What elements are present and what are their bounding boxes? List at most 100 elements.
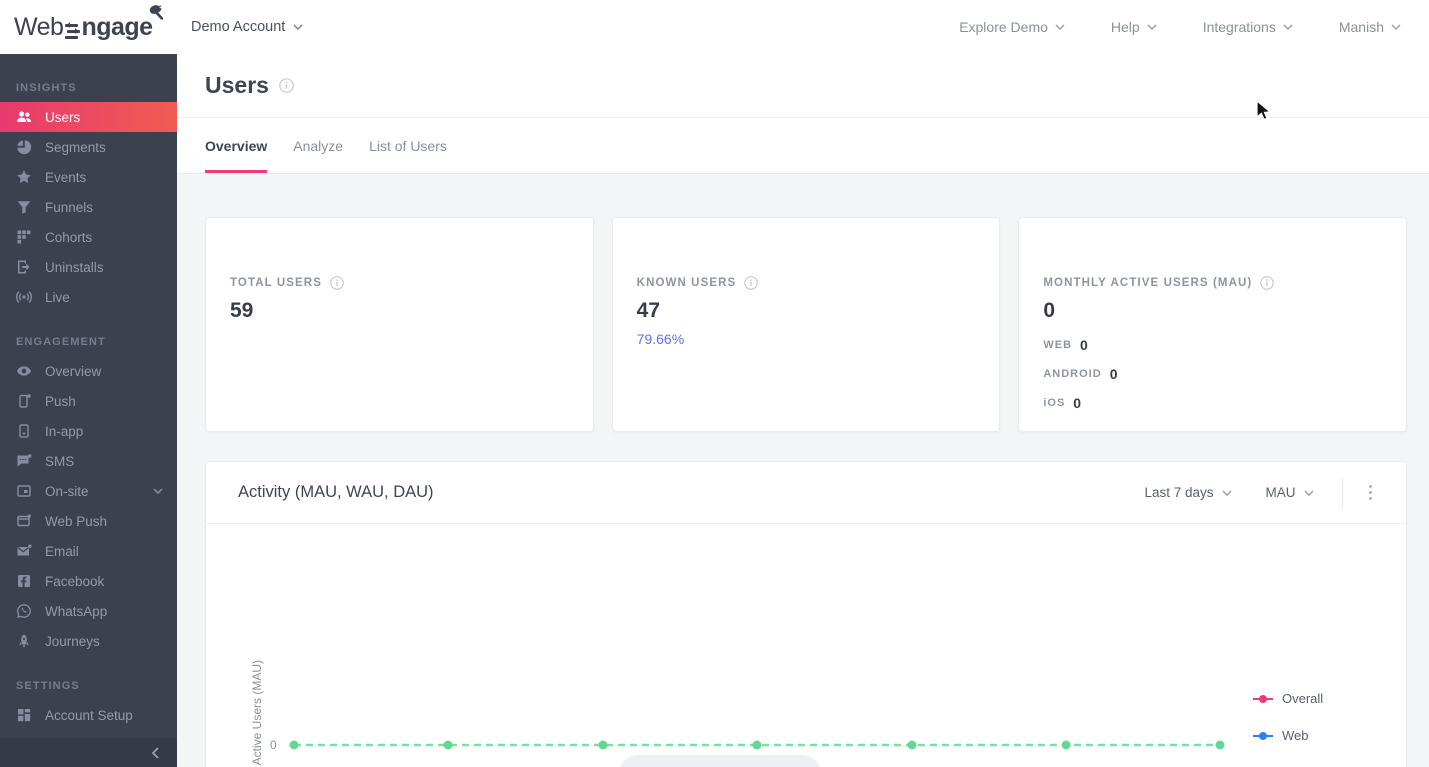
sidebar-item-label: On-site xyxy=(45,483,89,499)
sidebar-item-label: Account Setup xyxy=(45,707,133,723)
account-selector-label: Demo Account xyxy=(191,19,286,35)
legend-web-label: Web xyxy=(1282,728,1309,743)
help-label: Help xyxy=(1110,19,1140,35)
sidebar-item-events[interactable]: Events xyxy=(0,162,177,192)
sidebar-item-whatsapp[interactable]: WhatsApp xyxy=(0,596,177,626)
activity-header: Activity (MAU, WAU, DAU) Last 7 days MAU xyxy=(206,462,1406,524)
sidebar-item-label: Live xyxy=(45,289,70,305)
tab-analyze[interactable]: Analyze xyxy=(293,137,344,154)
mau-android-value: 0 xyxy=(1109,366,1118,382)
y-axis-tick-0: 0 xyxy=(270,738,277,752)
sidebar-item-label: Events xyxy=(45,169,87,185)
mau-ios-label: iOS xyxy=(1043,397,1066,409)
sidebar-item-label: SMS xyxy=(45,453,75,469)
funnel-icon xyxy=(16,199,32,215)
sidebar-item-label: Journeys xyxy=(45,633,100,649)
sidebar-item-label: Cohorts xyxy=(45,229,93,245)
sidebar-section-insights: INSIGHTS xyxy=(16,82,77,94)
sidebar-item-uninstalls[interactable]: Uninstalls xyxy=(0,252,177,282)
sidebar-item-users[interactable]: Users xyxy=(0,102,177,132)
legend-overall[interactable]: Overall xyxy=(1253,691,1323,706)
known-users-value: 47 xyxy=(636,299,661,322)
tab-overview[interactable]: Overview xyxy=(205,118,268,173)
tab-list-of-users[interactable]: List of Users xyxy=(369,137,447,154)
explore-demo-label: Explore Demo xyxy=(959,19,1048,35)
sidebar-item-facebook[interactable]: Facebook xyxy=(0,566,177,596)
sidebar-item-webpush[interactable]: Web Push xyxy=(0,506,177,536)
user-profile-menu[interactable]: Manish xyxy=(1339,19,1401,35)
metric-dropdown[interactable]: MAU xyxy=(1266,485,1314,500)
sidebar-item-email[interactable]: Email xyxy=(0,536,177,566)
sidebar-item-sms[interactable]: SMS xyxy=(0,446,177,476)
sidebar-item-push[interactable]: Push xyxy=(0,386,177,416)
chart-legend: Overall Web xyxy=(1253,691,1323,743)
chevron-left-icon xyxy=(151,746,159,759)
user-profile-label: Manish xyxy=(1338,19,1384,35)
total-users-value: 59 xyxy=(230,299,254,322)
sidebar-section-engagement: ENGAGEMENT xyxy=(16,336,106,348)
legend-overall-label: Overall xyxy=(1282,691,1324,706)
info-icon[interactable] xyxy=(744,276,759,290)
sidebar-item-live[interactable]: Live xyxy=(0,282,177,312)
explore-demo-menu[interactable]: Explore Demo xyxy=(959,19,1065,35)
sidebar: INSIGHTS Users Segments Events Funnels C… xyxy=(0,54,177,767)
mau-android-row: ANDROID 0 xyxy=(1043,366,1382,382)
mau-web-value: 0 xyxy=(1080,337,1088,353)
activity-chart: Monthly Active Users (MAU) 0 xyxy=(206,524,1406,767)
chevron-down-icon xyxy=(1221,489,1232,496)
legend-web[interactable]: Web xyxy=(1253,728,1323,743)
info-icon[interactable] xyxy=(330,276,344,290)
date-range-dropdown[interactable]: Last 7 days xyxy=(1144,485,1232,500)
push-icon xyxy=(16,393,32,409)
known-users-label: KNOWN USERS xyxy=(636,277,737,289)
mau-ios-row: iOS 0 xyxy=(1043,395,1382,411)
known-users-card: KNOWN USERS 47 79.66% xyxy=(611,217,1001,432)
sidebar-item-label: Segments xyxy=(45,139,106,155)
sidebar-item-label: Overview xyxy=(45,363,102,379)
divider xyxy=(1341,477,1343,508)
sidebar-item-onsite[interactable]: On-site xyxy=(0,476,177,506)
chevron-down-icon xyxy=(1391,24,1401,30)
sidebar-item-label: WhatsApp xyxy=(45,603,108,619)
legend-marker-overall xyxy=(1253,694,1273,703)
metric-cards: TOTAL USERS 59 KNOWN USERS 47 79.66% M xyxy=(205,217,1408,432)
sms-icon xyxy=(16,453,32,469)
sidebar-item-label: Web Push xyxy=(45,513,108,529)
known-users-percent: 79.66% xyxy=(636,331,685,347)
mau-android-label: ANDROID xyxy=(1043,368,1102,380)
sidebar-item-account-setup[interactable]: Account Setup xyxy=(0,700,177,730)
sidebar-item-label: Push xyxy=(45,393,76,409)
email-icon xyxy=(16,543,32,559)
integrations-menu[interactable]: Integrations xyxy=(1203,19,1293,35)
sidebar-item-segments[interactable]: Segments xyxy=(0,132,177,162)
date-range-value: Last 7 days xyxy=(1144,485,1214,500)
line-series-svg xyxy=(289,740,1225,750)
chevron-down-icon xyxy=(293,24,303,30)
total-users-card: TOTAL USERS 59 xyxy=(205,217,594,432)
sidebar-item-funnels[interactable]: Funnels xyxy=(0,192,177,222)
account-selector[interactable]: Demo Account xyxy=(191,19,303,35)
chart-tooltip-blob xyxy=(619,755,821,767)
info-icon[interactable] xyxy=(279,78,294,93)
page-header: Users Overview Analyze List of Users xyxy=(177,54,1429,174)
logo-arrows-icon xyxy=(65,21,81,40)
rocket-icon xyxy=(16,633,32,649)
info-icon[interactable] xyxy=(1260,276,1275,290)
chevron-down-icon[interactable] xyxy=(153,488,163,494)
facebook-icon xyxy=(16,573,32,589)
sidebar-item-journeys[interactable]: Journeys xyxy=(0,626,177,656)
sidebar-item-cohorts[interactable]: Cohorts xyxy=(0,222,177,252)
sidebar-item-inapp[interactable]: In-app xyxy=(0,416,177,446)
sidebar-collapse-bar[interactable] xyxy=(0,738,177,767)
content-area: TOTAL USERS 59 KNOWN USERS 47 79.66% M xyxy=(177,174,1429,767)
activity-title: Activity (MAU, WAU, DAU) xyxy=(238,483,434,501)
webengage-logo[interactable]: Web ngage xyxy=(0,4,164,42)
more-options-icon[interactable] xyxy=(1365,481,1377,505)
main-content: Users Overview Analyze List of Users TOT… xyxy=(177,54,1429,767)
mau-label: MONTHLY ACTIVE USERS (MAU) xyxy=(1043,277,1253,289)
users-icon xyxy=(16,109,32,125)
sidebar-item-overview[interactable]: Overview xyxy=(0,356,177,386)
inapp-icon xyxy=(16,423,32,439)
help-menu[interactable]: Help xyxy=(1111,19,1157,35)
